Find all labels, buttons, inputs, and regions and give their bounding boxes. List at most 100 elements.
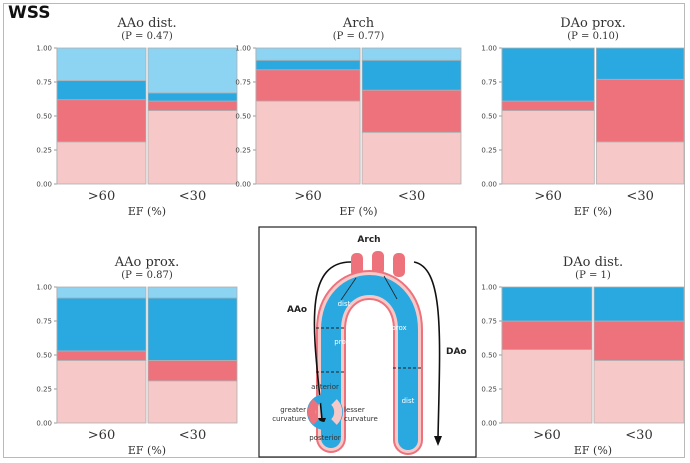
bar-segment (56, 360, 147, 424)
chart-title: Arch (342, 16, 375, 31)
y-tick-label: 0.25 (36, 386, 52, 394)
bar-segment (501, 320, 593, 350)
bar-segment (593, 360, 685, 424)
chart-0: AAo dist.(P = 0.47) 0.00 0.25 0.50 0.75 1.00 >… (36, 16, 238, 218)
y-tick-label: 0.00 (481, 181, 497, 189)
chart-subtitle: (P = 1) (575, 270, 611, 281)
x-axis-label: EF (%) (574, 205, 612, 218)
y-tick-label: 0.50 (36, 352, 52, 360)
y-tick-label: 0.00 (481, 420, 497, 428)
x-category-label: <30 (626, 189, 653, 204)
bar-segment (501, 47, 595, 102)
diagram-arrow-aao (313, 261, 352, 421)
diagram-legend-greater (307, 399, 320, 425)
x-category-label: >60 (88, 189, 115, 204)
x-axis-label: EF (%) (128, 444, 166, 457)
bar-segment (147, 286, 238, 299)
bar-segment (595, 78, 685, 143)
bar-segment (593, 320, 685, 361)
chart-title: DAo prox. (560, 16, 626, 31)
x-category-label: >60 (534, 189, 561, 204)
chart-title: AAo prox. (114, 255, 180, 270)
chart-1: Arch(P = 0.77) 0.00 0.25 0.50 0.75 1.00 >60 <30… (235, 16, 462, 218)
chart-title: AAo dist. (116, 16, 176, 31)
x-category-label: >60 (533, 428, 560, 443)
x-category-label: >60 (294, 189, 321, 204)
diagram-legend-lesser (330, 399, 343, 425)
chart-subtitle: (P = 0.47) (121, 31, 173, 42)
y-tick-label: 0.75 (36, 79, 52, 87)
diagram-legend-lesser-label: lesser curvature (344, 406, 378, 423)
bar-segment (361, 59, 462, 91)
y-tick-label: 0.25 (235, 147, 251, 155)
diagram-label-dist-left: dist (338, 300, 351, 308)
y-tick-label: 0.25 (481, 386, 497, 394)
y-tick-label: 0.50 (36, 113, 52, 121)
chart-3: AAo prox.(P = 0.87) 0.00 0.25 0.50 0.75 1.00 >… (36, 255, 238, 457)
y-tick-label: 0.25 (481, 147, 497, 155)
diagram-label-dist-right: dist (402, 397, 415, 405)
diagram-legend-greater-label: greater curvature (272, 406, 306, 423)
x-category-label: >60 (88, 428, 115, 443)
y-tick-label: 0.75 (36, 318, 52, 326)
chart-title: DAo dist. (563, 255, 623, 270)
diagram-divider-5 (383, 275, 398, 300)
bar-segment (147, 297, 238, 361)
x-axis-label: EF (%) (574, 444, 612, 457)
bar-segment (56, 297, 147, 352)
y-tick-label: 0.25 (36, 147, 52, 155)
bar-segment (56, 47, 147, 82)
y-tick-label: 0.00 (235, 181, 251, 189)
diagram-vessel-3 (393, 253, 405, 277)
diagram-label-prox-right: prox (391, 324, 406, 332)
bar-segment (56, 141, 147, 185)
diagram-arch-label: Arch (357, 235, 380, 245)
chart-subtitle: (P = 0.87) (121, 270, 173, 281)
y-tick-label: 0.75 (481, 79, 497, 87)
diagram-legend-anterior: anterior (311, 383, 339, 391)
bar-segment (501, 349, 593, 424)
bar-segment (361, 47, 462, 61)
y-tick-label: 1.00 (481, 45, 497, 53)
chart-subtitle: (P = 0.10) (567, 31, 619, 42)
y-tick-label: 1.00 (36, 45, 52, 53)
diagram-label-prox-left: prox (334, 338, 349, 346)
bar-segment (501, 110, 595, 185)
diagram-dao-label: DAo (446, 347, 467, 357)
bar-segment (56, 286, 147, 299)
bar-segment (147, 110, 238, 185)
diagram-legend-posterior: posterior (309, 434, 341, 442)
bar-segment (255, 47, 361, 61)
diagram-aao-label: AAo (287, 305, 307, 315)
y-tick-label: 0.50 (481, 113, 497, 121)
bar-segment (147, 47, 238, 94)
chart-2: DAo prox.(P = 0.10) 0.00 0.25 0.50 0.75 1.00 >… (481, 16, 685, 218)
y-tick-label: 0.00 (36, 420, 52, 428)
y-tick-label: 0.50 (481, 352, 497, 360)
x-axis-label: EF (%) (339, 205, 377, 218)
figure-title: WSS (8, 3, 51, 23)
x-category-label: <30 (398, 189, 425, 204)
y-tick-label: 1.00 (481, 284, 497, 292)
y-tick-label: 1.00 (36, 284, 52, 292)
bar-segment (595, 47, 685, 80)
bar-segment (56, 99, 147, 143)
x-category-label: <30 (625, 428, 652, 443)
bar-segment (593, 286, 685, 322)
chart-4: DAo dist.(P = 1) 0.00 0.25 0.50 0.75 1.00 >60 <… (481, 255, 685, 457)
diagram-arrow-dao-head (434, 436, 442, 446)
y-tick-label: 1.00 (235, 45, 251, 53)
x-category-label: <30 (179, 189, 206, 204)
diagram-aorta-inner (321, 275, 418, 450)
y-tick-label: 0.00 (36, 181, 52, 189)
diagram-arrow-dao (413, 261, 441, 439)
diagram-divider-4 (340, 277, 357, 301)
bar-segment (501, 286, 593, 322)
y-tick-label: 0.75 (235, 79, 251, 87)
chart-subtitle: (P = 0.77) (333, 31, 385, 42)
x-axis-label: EF (%) (128, 205, 166, 218)
bar-segment (361, 89, 462, 133)
x-category-label: <30 (179, 428, 206, 443)
